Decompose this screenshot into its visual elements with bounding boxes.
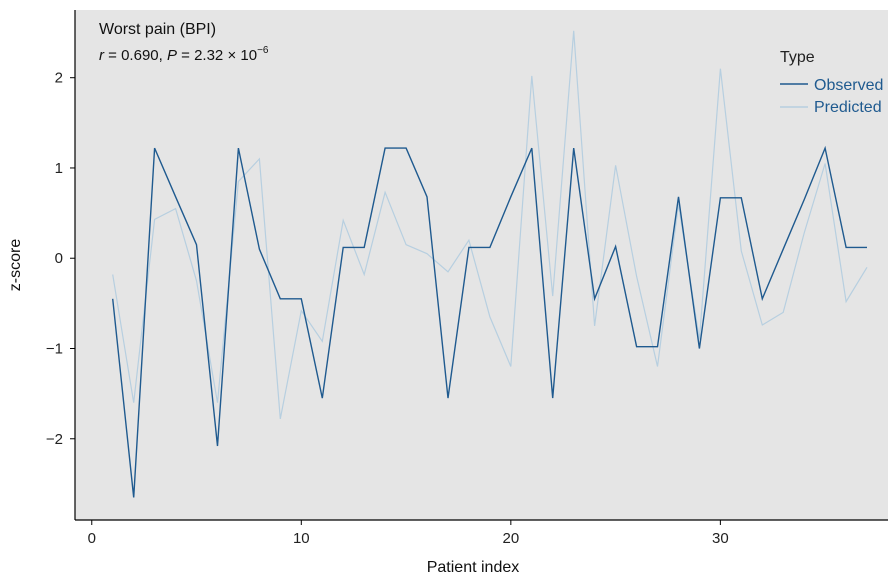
r-value: = 0.690, <box>104 47 167 64</box>
y-ticks: −2 −1 0 1 2 <box>46 70 75 448</box>
x-ticks: 0 10 20 30 <box>88 520 729 547</box>
series-line-predicted <box>112 30 868 420</box>
y-axis-title: z-score <box>7 239 24 292</box>
series-lines <box>112 30 868 498</box>
x-axis-title: Patient index <box>427 559 520 576</box>
r-symbol: r <box>99 47 105 64</box>
correlation-stats: r = 0.690, P = 2.32 × 10−6 <box>99 45 269 64</box>
x-tick-label: 10 <box>293 530 310 547</box>
plot-panel <box>75 10 888 520</box>
legend-title: Type <box>780 49 815 66</box>
p-exponent: −6 <box>257 45 269 56</box>
y-tick-label: −1 <box>46 340 63 357</box>
legend-label-predicted: Predicted <box>814 99 882 116</box>
y-tick-label: −2 <box>46 431 63 448</box>
x-tick-label: 20 <box>502 530 519 547</box>
x-tick-label: 0 <box>88 530 96 547</box>
y-tick-label: 1 <box>55 160 63 177</box>
legend: Type Observed Predicted <box>780 49 883 116</box>
p-symbol: P <box>167 47 177 64</box>
chart-title: Worst pain (BPI) <box>99 21 216 38</box>
x-tick-label: 30 <box>712 530 729 547</box>
p-value: = 2.32 × 10 <box>177 47 257 64</box>
axes <box>74 10 888 521</box>
y-tick-label: 0 <box>55 250 63 267</box>
y-tick-label: 2 <box>55 70 63 87</box>
legend-label-observed: Observed <box>814 77 883 94</box>
series-line-observed <box>112 145 867 498</box>
